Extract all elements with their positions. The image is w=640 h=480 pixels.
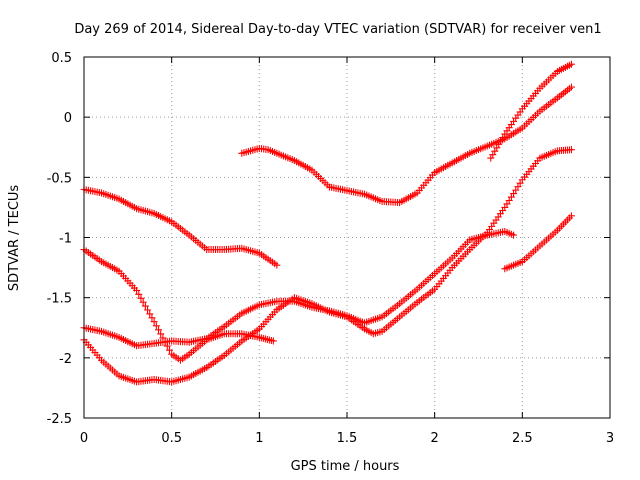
data-point — [165, 346, 173, 354]
data-point — [152, 322, 160, 330]
y-tick-label: -2.5 — [47, 412, 72, 427]
data-points — [80, 60, 575, 386]
y-tick-label: 0.5 — [51, 51, 72, 66]
x-tick-label: 1 — [255, 431, 263, 446]
axis-ticks — [83, 56, 611, 419]
data-point — [567, 146, 575, 154]
data-point — [157, 330, 165, 338]
data-point — [144, 306, 152, 314]
data-point — [510, 231, 518, 239]
data-point — [567, 83, 575, 91]
chart-title: Day 269 of 2014, Sidereal Day-to-day VTE… — [74, 22, 601, 37]
y-tick-label: -1.5 — [47, 292, 72, 307]
x-tick-label: 0 — [80, 431, 88, 446]
y-tick-label: 0 — [64, 111, 72, 126]
series-track-d — [80, 246, 277, 364]
data-point — [567, 212, 575, 220]
x-tick-labels: 0 0.5 1 1.5 2 2.5 3 — [80, 431, 614, 446]
series-track-e — [80, 227, 518, 350]
series-track-g — [501, 212, 575, 273]
y-tick-label: -2 — [59, 352, 72, 367]
x-tick-label: 3 — [606, 431, 614, 446]
series-track-a — [80, 185, 281, 269]
series-track-b — [238, 83, 575, 207]
data-point — [155, 326, 163, 334]
data-point — [148, 314, 156, 322]
x-tick-label: 1.5 — [337, 431, 358, 446]
x-tick-label: 2 — [431, 431, 439, 446]
data-point — [139, 298, 147, 306]
series-track-c — [487, 60, 575, 162]
y-axis-label: SDTVAR / TECUs — [7, 185, 22, 292]
data-point — [137, 294, 145, 302]
data-point — [269, 337, 277, 345]
data-point — [150, 318, 158, 326]
y-tick-label: -0.5 — [47, 171, 72, 186]
grid — [84, 57, 610, 418]
series-track-f — [80, 146, 575, 386]
y-tick-labels: 0.5 0 -0.5 -1 -1.5 -2 -2.5 — [47, 51, 72, 427]
data-point — [135, 290, 143, 298]
x-tick-label: 0.5 — [161, 431, 182, 446]
x-tick-label: 2.5 — [512, 431, 533, 446]
data-point — [567, 60, 575, 68]
data-point — [133, 286, 141, 294]
data-point — [273, 261, 281, 269]
x-axis-label: GPS time / hours — [291, 459, 400, 474]
data-point — [141, 302, 149, 310]
y-tick-label: -1 — [59, 232, 72, 247]
data-point — [146, 310, 154, 318]
